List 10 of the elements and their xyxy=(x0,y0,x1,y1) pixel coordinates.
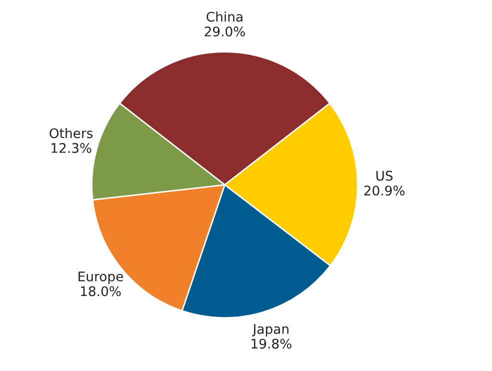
slice-label: Europe xyxy=(78,272,123,284)
data-label: 19.8% xyxy=(252,338,292,349)
slice-label: US xyxy=(376,170,393,181)
data-label: 29.0% xyxy=(204,26,245,36)
data-label: 18.0% xyxy=(81,286,121,296)
slice-label: Japan xyxy=(252,324,288,336)
slice-label: China xyxy=(206,11,242,22)
data-label: 20.9% xyxy=(364,186,405,196)
data-label: 12.3% xyxy=(52,143,92,153)
slice-label: Others xyxy=(50,128,93,138)
